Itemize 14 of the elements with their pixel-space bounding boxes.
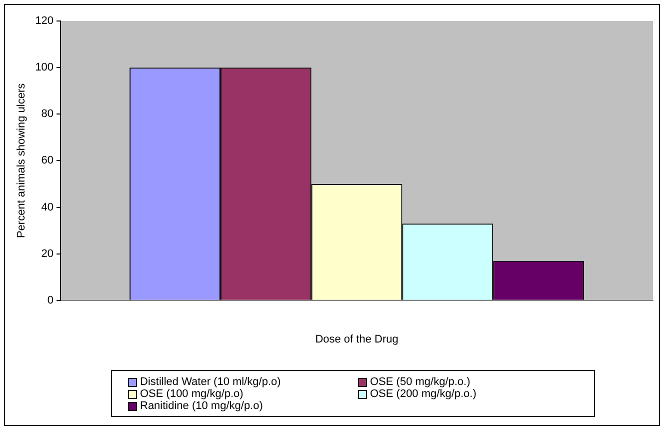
legend-label: Ranitidine (10 mg/kg/p.o) <box>140 400 263 412</box>
y-axis-title: Percent animals showing ulcers <box>16 82 28 238</box>
y-tick-label: 20 <box>41 248 54 260</box>
y-tick-label: 100 <box>35 62 54 74</box>
y-tick-label: 0 <box>47 294 54 306</box>
y-tick-label: 120 <box>35 15 54 28</box>
legend-label: Distilled Water (10 ml/kg/p.o) <box>140 376 281 388</box>
legend-label: OSE (100 mg/kg/p.o) <box>140 388 244 400</box>
y-tick-label: 80 <box>41 108 54 120</box>
legend-label: OSE (50 mg/kg/p.o.) <box>370 376 470 388</box>
y-tick-label: 40 <box>41 201 54 214</box>
legend-label: OSE (200 mg/kg/p.o.) <box>370 388 476 400</box>
x-axis-title: Dose of the Drug <box>315 333 398 346</box>
y-tick-label: 60 <box>41 154 54 167</box>
